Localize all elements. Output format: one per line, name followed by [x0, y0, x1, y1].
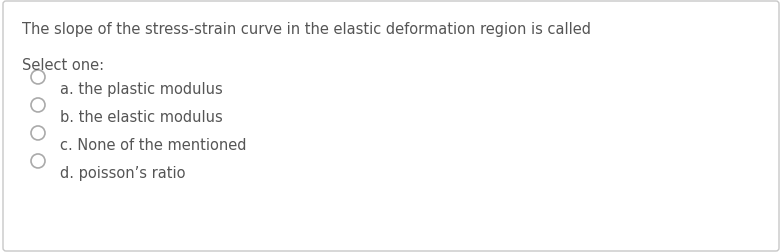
Text: d. poisson’s ratio: d. poisson’s ratio — [60, 166, 185, 181]
Text: The slope of the stress-strain curve in the elastic deformation region is called: The slope of the stress-strain curve in … — [22, 22, 591, 37]
Text: Select one:: Select one: — [22, 58, 104, 73]
Text: b. the elastic modulus: b. the elastic modulus — [60, 110, 223, 125]
FancyBboxPatch shape — [3, 1, 779, 251]
Text: c. None of the mentioned: c. None of the mentioned — [60, 138, 246, 153]
Text: a. the plastic modulus: a. the plastic modulus — [60, 82, 223, 97]
